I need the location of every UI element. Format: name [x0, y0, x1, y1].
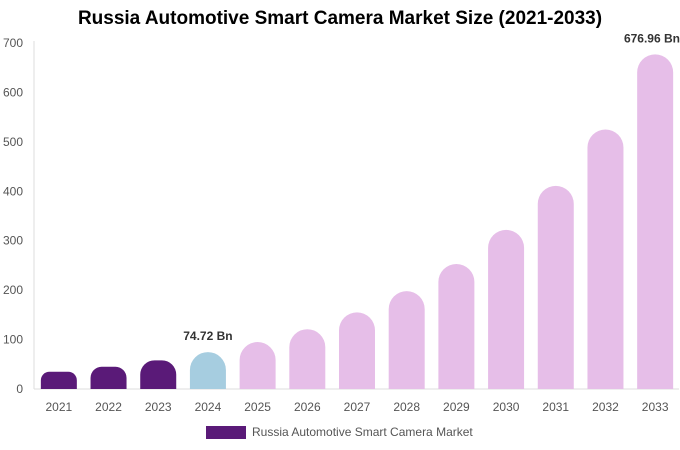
data-label: 676.96 Bn [624, 31, 680, 45]
bar [339, 312, 375, 389]
bar [388, 291, 425, 389]
y-tick-label: 600 [3, 85, 23, 99]
y-tick-label: 200 [3, 283, 23, 297]
bar [438, 263, 475, 389]
bar [488, 229, 525, 389]
legend-label: Russia Automotive Smart Camera Market [252, 425, 473, 439]
bar [40, 371, 77, 389]
y-tick-label: 100 [3, 333, 23, 347]
x-tick-label: 2023 [145, 400, 172, 414]
y-tick-label: 300 [3, 234, 23, 248]
bar [90, 366, 127, 389]
bar [189, 352, 226, 389]
x-tick-label: 2028 [393, 400, 420, 414]
y-tick-label: 0 [16, 382, 23, 396]
legend: Russia Automotive Smart Camera Market [206, 425, 473, 439]
bar [239, 342, 276, 389]
x-tick-label: 2033 [642, 400, 669, 414]
x-tick-label: 2032 [592, 400, 619, 414]
x-tick-label: 2027 [344, 400, 371, 414]
y-tick-label: 500 [3, 135, 23, 149]
bar [587, 129, 624, 389]
y-tick-label: 700 [3, 36, 23, 50]
x-tick-label: 2029 [443, 400, 470, 414]
x-tick-label: 2031 [542, 400, 569, 414]
x-tick-label: 2026 [294, 400, 321, 414]
data-label: 74.72 Bn [183, 329, 232, 343]
x-tick-label: 2030 [493, 400, 520, 414]
y-tick-label: 400 [3, 184, 23, 198]
x-tick-label: 2022 [95, 400, 122, 414]
bar [289, 329, 326, 389]
bar [537, 185, 574, 389]
x-tick-label: 2024 [195, 400, 222, 414]
bar-chart: 0 100 200 300 400 500 600 700 2021 2022 2023 2024 20… [3, 31, 680, 414]
chart-title: Russia Automotive Smart Camera Market Si… [77, 8, 603, 29]
x-tick-label: 2025 [244, 400, 271, 414]
bar [637, 54, 674, 390]
bar [140, 360, 177, 389]
x-tick-label: 2021 [45, 400, 72, 414]
legend-swatch [206, 425, 246, 439]
